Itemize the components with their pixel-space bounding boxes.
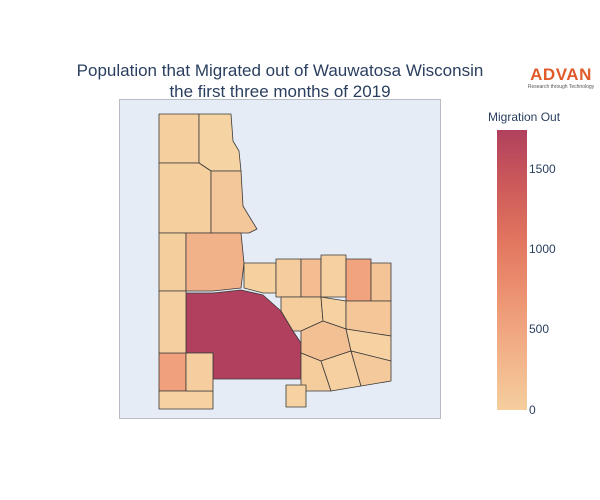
logo-tagline: Research through Technology [527, 84, 595, 90]
region-ne-3[interactable] [300, 258, 322, 298]
chart-title-line2: the first three months of 2019 [169, 82, 391, 101]
map-area[interactable] [119, 99, 441, 419]
region-midwest-a[interactable] [158, 232, 187, 292]
colorbar-tick-1500: 1500 [529, 162, 556, 176]
advan-logo: ADVAN Research through Technology [527, 66, 595, 91]
colorbar-tick-500: 500 [529, 322, 550, 336]
chart-title-line1: Population that Migrated out of Wauwatos… [76, 61, 484, 80]
logo-word: ADVAN [530, 65, 592, 84]
colorbar-title: Migration Out [488, 110, 561, 124]
region-se-3[interactable] [350, 350, 392, 387]
colorbar [497, 130, 527, 410]
region-ne-4[interactable] [320, 254, 347, 298]
region-midwest-b[interactable] [185, 232, 245, 292]
region-sw-4[interactable] [158, 290, 187, 354]
region-sw-2[interactable] [158, 390, 214, 410]
region-ne-6[interactable] [370, 262, 392, 302]
map-svg [158, 113, 392, 410]
colorbar-tick-1000: 1000 [529, 242, 556, 256]
region-ne-2[interactable] [275, 258, 302, 298]
region-north-3[interactable] [158, 162, 212, 234]
region-north-4[interactable] [210, 170, 258, 234]
region-s-1[interactable] [285, 384, 307, 408]
region-north-1[interactable] [158, 113, 200, 164]
region-ne-5[interactable] [345, 258, 372, 302]
region-north-2[interactable] [198, 113, 242, 172]
region-sw-3[interactable] [185, 352, 214, 392]
region-ne-1[interactable] [243, 262, 277, 294]
region-sw-1[interactable] [158, 352, 187, 392]
chart-title: Population that Migrated out of Wauwatos… [0, 60, 560, 102]
colorbar-tick-0: 0 [529, 403, 536, 417]
